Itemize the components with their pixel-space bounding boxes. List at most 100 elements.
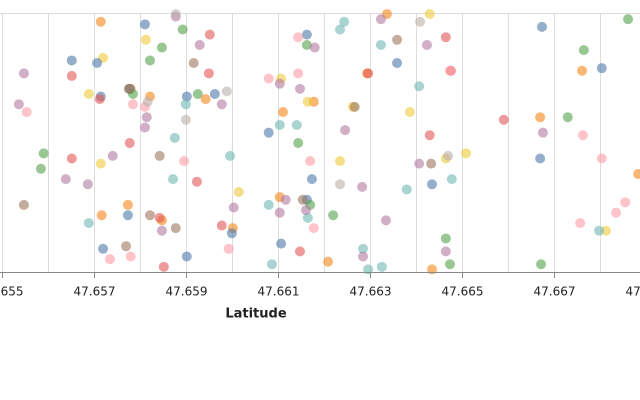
point — [122, 199, 133, 210]
point — [300, 205, 311, 216]
x-tick-label: 47.657 — [74, 285, 116, 299]
point — [577, 65, 588, 76]
point — [633, 168, 640, 179]
point — [578, 45, 589, 56]
point — [82, 179, 93, 190]
point — [209, 88, 220, 99]
point — [18, 68, 29, 79]
point — [274, 78, 285, 89]
point — [620, 197, 631, 208]
point — [228, 202, 239, 213]
point — [95, 16, 106, 27]
point — [221, 86, 232, 97]
point — [363, 68, 374, 79]
point — [66, 70, 77, 81]
point — [92, 58, 103, 69]
point — [98, 243, 109, 254]
point — [340, 125, 351, 136]
x-tick-label: 47.663 — [350, 285, 392, 299]
x-tick-label: 47.665 — [442, 285, 484, 299]
point — [444, 65, 455, 76]
point — [375, 14, 386, 25]
point — [125, 251, 136, 262]
point — [301, 29, 312, 40]
x-axis: 47.655 47.657 47.659 47.661 47.663 47.665 47.6… — [0, 272, 640, 299]
point — [225, 150, 236, 161]
x-tick-label: 47.667 — [534, 285, 576, 299]
point — [427, 264, 438, 275]
point — [266, 259, 277, 270]
point — [611, 207, 622, 218]
point — [158, 261, 169, 272]
point — [96, 210, 107, 221]
point — [358, 243, 369, 254]
point — [194, 39, 205, 50]
point — [291, 119, 302, 130]
point — [335, 179, 346, 190]
x-tick-label: 47.669 — [626, 285, 640, 299]
point — [562, 112, 573, 123]
point — [124, 138, 135, 148]
point — [170, 223, 181, 234]
point — [358, 251, 369, 262]
point — [233, 187, 244, 198]
point — [293, 138, 304, 148]
point — [297, 194, 308, 205]
point — [349, 101, 360, 112]
point — [216, 220, 227, 231]
point — [140, 34, 151, 45]
point — [536, 21, 547, 32]
point — [169, 132, 180, 143]
point — [141, 112, 152, 123]
point — [328, 210, 339, 221]
x-tick-label: 47.661 — [258, 285, 300, 299]
point — [596, 63, 607, 74]
point — [139, 122, 150, 133]
point — [216, 99, 227, 110]
point — [122, 210, 133, 221]
point — [414, 81, 425, 92]
point — [204, 29, 215, 40]
point — [192, 88, 203, 99]
point — [83, 217, 94, 228]
point — [302, 96, 313, 107]
point — [357, 181, 368, 192]
point — [363, 264, 374, 275]
point — [535, 112, 546, 123]
point — [404, 107, 415, 118]
point — [95, 158, 106, 169]
point — [577, 130, 588, 141]
point — [424, 130, 435, 141]
point — [274, 119, 285, 130]
point — [306, 174, 317, 185]
point — [461, 148, 472, 159]
point — [294, 246, 305, 257]
point — [156, 42, 167, 53]
point — [335, 156, 346, 167]
point — [223, 243, 234, 254]
point — [170, 9, 181, 19]
point — [536, 259, 547, 270]
x-axis-title: Latitude — [225, 307, 287, 322]
point — [323, 256, 334, 267]
point — [381, 215, 392, 226]
point — [263, 73, 274, 84]
point — [167, 174, 178, 185]
point — [415, 16, 426, 27]
point — [302, 212, 313, 223]
point — [123, 83, 134, 94]
point — [200, 94, 211, 105]
point — [226, 228, 237, 239]
point — [575, 217, 586, 228]
point — [444, 259, 455, 270]
point — [180, 114, 191, 125]
point — [38, 148, 49, 159]
point — [426, 158, 437, 169]
point — [301, 39, 312, 50]
points — [13, 9, 640, 275]
point — [154, 150, 165, 161]
point — [537, 127, 548, 138]
point — [294, 83, 305, 94]
point — [596, 153, 607, 164]
point — [440, 246, 451, 257]
